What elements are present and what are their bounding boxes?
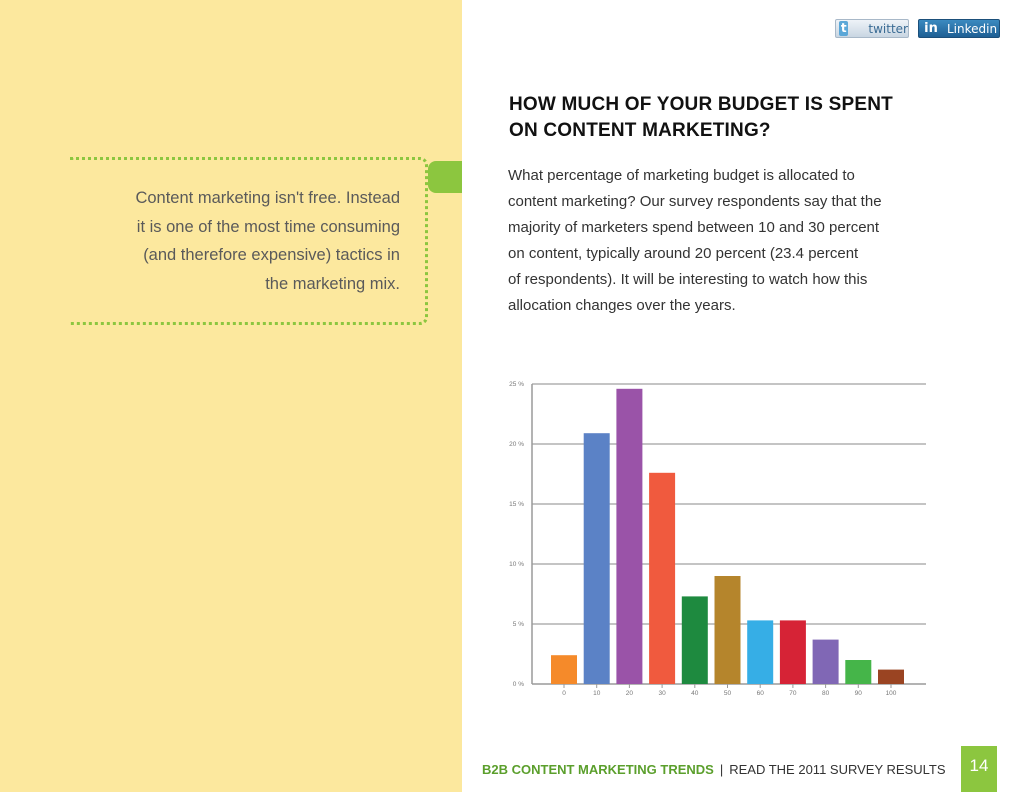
y-tick-label: 10 % [509,561,524,568]
linkedin-label: Linkedin [947,21,998,36]
section-heading-line: ON CONTENT MARKETING? [509,119,771,141]
section-heading-line: HOW MUCH OF YOUR BUDGET IS SPENT [509,94,893,115]
bar [649,472,676,684]
section-body-line: on content, typically around 20 percent … [508,245,859,262]
y-tick-label: 25 % [509,381,524,388]
x-tick-label: 10 [593,690,601,697]
x-tick-label: 60 [757,690,765,697]
bar [812,639,839,684]
bar [845,660,872,684]
section-body-line: majority of marketers spend between 10 a… [508,219,880,236]
bar [616,388,643,684]
linkedin-icon: in [924,21,938,36]
pull-quote-line: Content marketing isn't free. Instead [135,189,400,207]
bar [878,669,904,684]
x-tick-label: 90 [855,690,863,697]
pull-quote-line: (and therefore expensive) tactics in [143,246,400,265]
y-tick-label: 20 % [509,441,524,448]
section-body-line: of respondents). It will be interesting … [508,271,868,288]
section-body-line: content marketing? Our survey respondent… [508,193,882,210]
pull-quote-line: it is one of the most time consuming [136,217,400,236]
bar [779,620,806,684]
y-tick-label: 5 % [513,621,524,628]
footer-subtitle: READ THE 2011 SURVEY RESULTS [729,762,946,777]
bar [551,655,577,684]
bar [714,576,741,684]
x-tick-label: 30 [658,690,666,697]
x-tick-label: 80 [822,690,830,697]
footer: B2B CONTENT MARKETING TRENDS | READ THE 20… [482,762,946,777]
left-panel [0,0,462,792]
x-tick-label: 40 [691,690,699,697]
budget-bar-chart: 0 % 5 % 10 % 15 % 20 % 25 % 0 10 20 30 40 50 60 70 80 9… [509,381,926,697]
y-tick-label: 15 % [509,501,524,508]
y-tick-label: 0 % [513,681,524,688]
bar [681,596,708,684]
quote-box-border [70,157,428,325]
footer-separator: | [719,762,724,777]
x-tick-label: 50 [724,690,732,697]
twitter-button[interactable]: t twitter [835,19,909,38]
section-body-line: What percentage of marketing budget is a… [508,167,855,184]
x-tick-label: 100 [886,690,897,697]
linkedin-button[interactable]: in Linkedin [918,19,1000,38]
footer-brand: B2B CONTENT MARKETING TRENDS [482,762,714,777]
bar [747,620,774,684]
section-body-line: allocation changes over the years. [508,297,736,314]
twitter-label: twitter [868,21,908,36]
x-tick-label: 0 [562,690,566,697]
pull-quote: Content marketing isn't free. Instead it… [100,184,400,298]
twitter-icon: t [839,21,849,36]
section-heading: HOW MUCH OF YOUR BUDGET IS SPENT ON CONT… [509,92,949,143]
x-tick-label: 20 [626,690,634,697]
page-number: 14 [961,746,997,792]
section-body: What percentage of marketing budget is a… [508,163,948,319]
bar [583,433,610,684]
pull-quote-line: the marketing mix. [265,274,400,293]
x-tick-label: 70 [789,690,797,697]
green-tab-marker [428,161,462,193]
